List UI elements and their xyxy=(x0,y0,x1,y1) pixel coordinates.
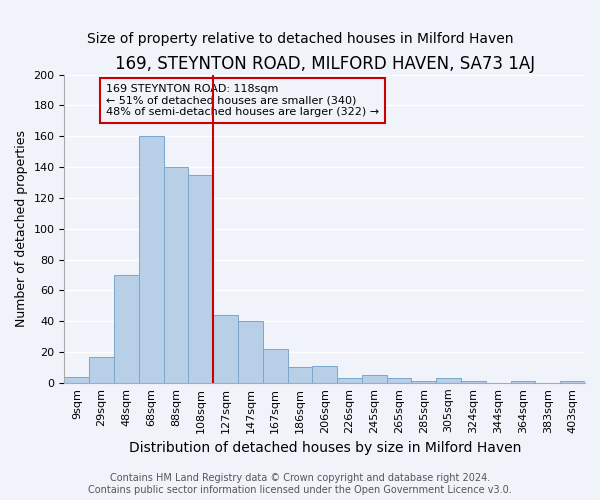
Bar xyxy=(313,366,337,383)
Bar xyxy=(412,382,436,383)
Y-axis label: Number of detached properties: Number of detached properties xyxy=(15,130,28,327)
Bar xyxy=(89,356,114,383)
Bar xyxy=(263,349,287,383)
Bar xyxy=(64,376,89,383)
Bar xyxy=(436,378,461,383)
Bar xyxy=(287,368,313,383)
Bar xyxy=(560,382,585,383)
Bar xyxy=(511,382,535,383)
Text: 169 STEYNTON ROAD: 118sqm
← 51% of detached houses are smaller (340)
48% of semi: 169 STEYNTON ROAD: 118sqm ← 51% of detac… xyxy=(106,84,379,117)
Bar xyxy=(164,167,188,383)
Bar xyxy=(188,174,213,383)
Bar xyxy=(139,136,164,383)
Bar xyxy=(213,315,238,383)
Bar xyxy=(114,275,139,383)
Title: 169, STEYNTON ROAD, MILFORD HAVEN, SA73 1AJ: 169, STEYNTON ROAD, MILFORD HAVEN, SA73 … xyxy=(115,55,535,73)
Bar xyxy=(362,375,386,383)
Text: Contains HM Land Registry data © Crown copyright and database right 2024.
Contai: Contains HM Land Registry data © Crown c… xyxy=(88,474,512,495)
Bar xyxy=(337,378,362,383)
Text: Size of property relative to detached houses in Milford Haven: Size of property relative to detached ho… xyxy=(87,32,513,46)
Bar xyxy=(461,382,486,383)
Bar xyxy=(386,378,412,383)
Bar xyxy=(238,321,263,383)
X-axis label: Distribution of detached houses by size in Milford Haven: Distribution of detached houses by size … xyxy=(128,441,521,455)
